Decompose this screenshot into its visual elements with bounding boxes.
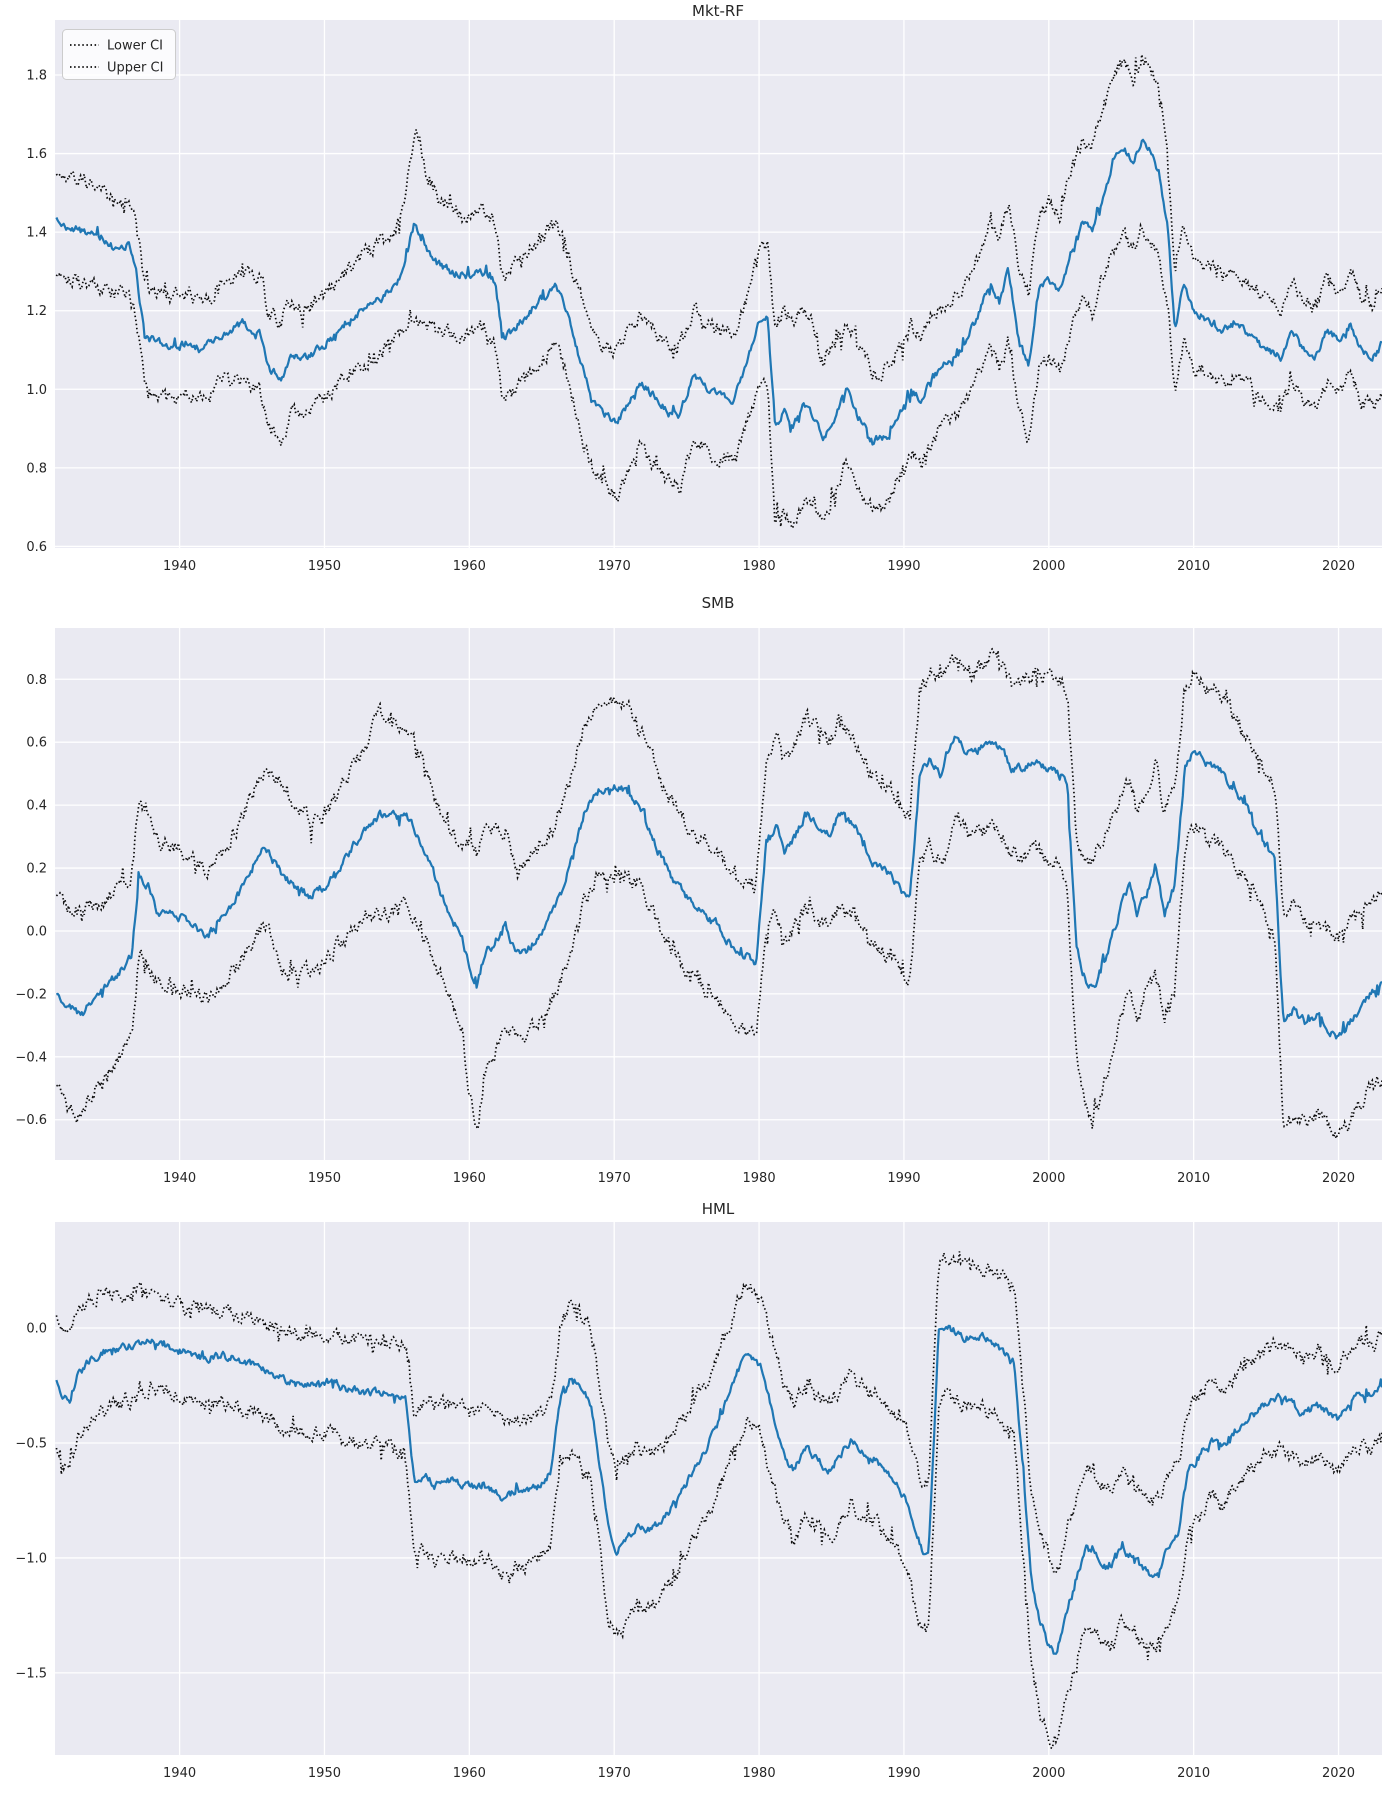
estimate-line [55,735,1382,1040]
upper-ci-line [55,54,1382,384]
x-tick-label: 2010 [1177,1171,1210,1186]
x-tick-label: 1980 [743,559,776,574]
x-tick-label: 2020 [1322,1766,1355,1781]
estimate-line [55,1324,1382,1655]
panel-title-smb: SMB [702,594,735,612]
estimate-line [55,138,1382,446]
x-tick-label: 1960 [453,1171,486,1186]
x-tick-label: 1940 [163,1766,196,1781]
x-tick-label: 1950 [308,1171,341,1186]
upper-ci-line [55,647,1382,945]
panels-group: 1940 1950 1960 1970 1980 1990 2000 2010 2020 1.8 1… [15,20,1382,1781]
axes-background [55,20,1382,548]
y-tick-label: 0.0 [26,924,47,939]
legend-label-upper-ci: Upper CI [107,61,163,76]
panel-smb: 1940 1950 1960 1970 1980 1990 2000 2010 2020 0.8 0… [15,628,1382,1186]
y-tick-label: 0.8 [26,673,47,688]
x-tick-label: 1990 [887,1171,920,1186]
x-tick-label: 1990 [887,1766,920,1781]
x-tick-label: 1980 [743,1171,776,1186]
lower-ci-line [56,812,1382,1142]
y-tick-label: 1.4 [26,226,47,241]
x-tick-label: 1970 [598,559,631,574]
upper-ci-line [55,1251,1382,1576]
y-tick-label: 0.6 [26,736,47,751]
y-tick-label: 0.2 [26,862,47,877]
x-tick-label: 1950 [308,1766,341,1781]
x-tick-label: 1950 [308,559,341,574]
x-tick-label: 1990 [887,559,920,574]
x-tick-label: 2010 [1177,559,1210,574]
x-tick-label: 2000 [1032,559,1065,574]
y-tick-label: −1.0 [15,1551,47,1566]
y-tick-label: 1.0 [26,383,47,398]
legend-label-lower-ci: Lower CI [107,39,163,54]
x-tick-label: 1970 [598,1766,631,1781]
y-tick-label: −0.5 [15,1436,47,1451]
y-tick-label: −1.5 [15,1666,47,1681]
x-tick-label: 1940 [163,559,196,574]
x-tick-label: 1980 [743,1766,776,1781]
x-tick-label: 2020 [1322,559,1355,574]
panel-hml: 1940 1950 1960 1970 1980 1990 2000 2010 2020 0.0 −… [15,1222,1382,1781]
y-tick-label: 0.4 [26,799,47,814]
y-tick-label: 0.0 [26,1322,47,1337]
y-tick-label: 0.6 [26,540,47,555]
x-tick-label: 1960 [453,559,486,574]
x-tick-label: 1970 [598,1171,631,1186]
y-tick-label: 1.2 [26,304,47,319]
y-tick-label: −0.6 [15,1113,47,1128]
axes-background [55,628,1382,1160]
y-tick-label: −0.2 [15,987,47,1002]
y-tick-label: 0.8 [26,461,47,476]
x-tick-label: 1960 [453,1766,486,1781]
legend: Lower CI Upper CI [62,29,176,80]
x-tick-label: 2000 [1032,1171,1065,1186]
y-tick-label: 1.8 [26,69,47,84]
lower-ci-line [55,1380,1382,1750]
y-tick-label: −0.4 [15,1050,47,1065]
panel-title-mkt-rf: Mkt-RF [692,2,744,20]
x-tick-label: 1940 [163,1171,196,1186]
lower-ci-line [55,222,1382,529]
y-tick-label: 1.6 [26,147,47,162]
panel-mkt-rf: 1940 1950 1960 1970 1980 1990 2000 2010 2020 1.8 1… [26,20,1382,574]
x-tick-label: 2010 [1177,1766,1210,1781]
x-tick-label: 2000 [1032,1766,1065,1781]
x-tick-label: 2020 [1322,1171,1355,1186]
panel-title-hml: HML [702,1200,735,1218]
